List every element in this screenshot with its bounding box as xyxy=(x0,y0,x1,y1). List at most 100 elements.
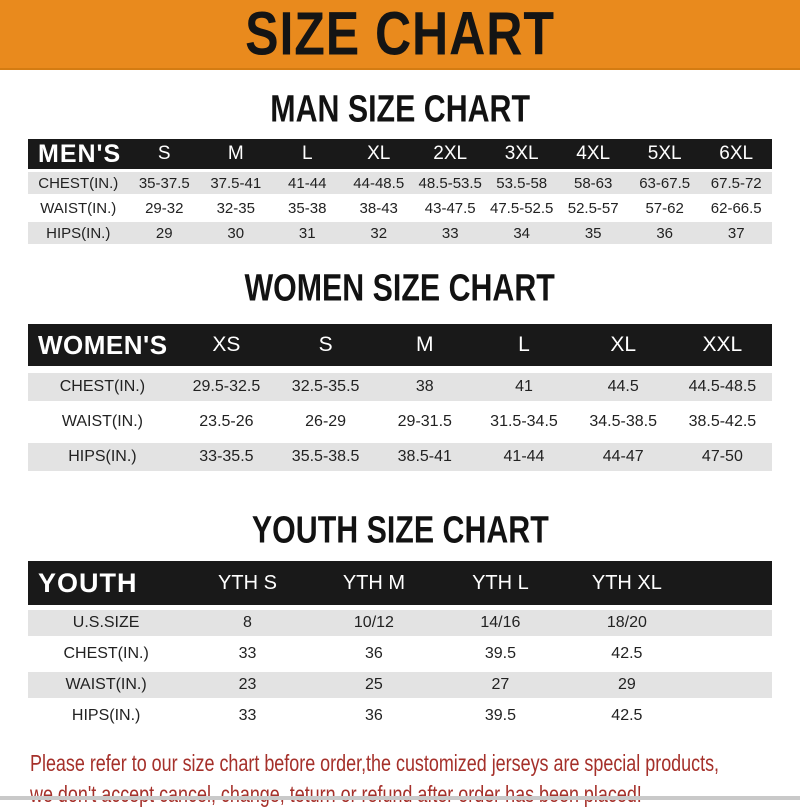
size-value-cell: 62-66.5 xyxy=(710,199,762,217)
size-header-cell: XL xyxy=(342,139,415,169)
size-value-cell: 31 xyxy=(271,222,343,244)
size-value-cell: 67.5-72 xyxy=(700,172,772,194)
group-label-cell: WOMEN'S xyxy=(28,324,177,366)
size-value-cell: 33-35.5 xyxy=(176,443,277,471)
size-value-cell: 48.5-53.5 xyxy=(414,172,486,194)
size-value-cell: 29 xyxy=(128,222,201,244)
spacer-cell xyxy=(690,703,772,729)
size-value-cell: 18/20 xyxy=(563,610,691,636)
size-value-cell: 44-47 xyxy=(573,443,673,471)
spacer-cell xyxy=(690,672,772,698)
measurement-row: U.S.SIZE 8 10/12 14/16 18/20 xyxy=(28,610,772,636)
spacer-cell xyxy=(690,610,772,636)
man-section-heading-text: MAN SIZE CHART xyxy=(270,87,530,130)
spacer-cell xyxy=(690,641,772,667)
women-section-heading-text: WOMEN SIZE CHART xyxy=(244,266,556,309)
size-value-cell: 47.5-52.5 xyxy=(490,199,554,217)
women-size-table: WOMEN'S XS S M L XL XXL CHEST(IN.) 29.5-32.5 32.… xyxy=(28,317,772,478)
size-value-cell: 41 xyxy=(474,373,574,401)
size-header-cell: 6XL xyxy=(700,139,772,169)
size-value-cell: 10/12 xyxy=(310,610,438,636)
measurement-label-cell: WAIST(IN.) xyxy=(28,672,185,698)
size-value-cell: 30 xyxy=(200,222,272,244)
size-value-cell: 57-62 xyxy=(645,199,684,217)
disclaimer-note: Please refer to our size chart before or… xyxy=(30,748,800,810)
size-value-cell: 29-32 xyxy=(145,199,184,217)
size-header-cell: YTH L xyxy=(437,561,564,605)
measurement-label-cell: HIPS(IN.) xyxy=(71,707,141,724)
women-header-row: WOMEN'S XS S M L XL XXL xyxy=(28,324,772,366)
measurement-row: HIPS(IN.) 33 36 39.5 42.5 xyxy=(28,703,772,729)
size-value-cell: 44.5 xyxy=(573,373,673,401)
size-value-cell: 35-38 xyxy=(288,199,327,217)
size-value-cell: 36 xyxy=(628,222,701,244)
size-value-cell: 41-44 xyxy=(474,443,574,471)
size-value-cell: 35-37.5 xyxy=(128,172,201,194)
measurement-row: WAIST(IN.) 23.5-26 26-29 29-31.5 31.5-34.5 34… xyxy=(28,408,772,436)
size-value-cell: 29.5-32.5 xyxy=(176,373,277,401)
measurement-row: WAIST(IN.) 29-32 32-35 35-38 38-43 43-47.5 47.… xyxy=(28,197,772,219)
size-value-cell: 38.5-42.5 xyxy=(688,413,757,430)
size-value-cell: 38 xyxy=(375,373,475,401)
group-label-cell: MEN'S xyxy=(28,139,129,169)
size-value-cell: 36 xyxy=(365,707,383,724)
size-header-cell: YTH M xyxy=(310,561,438,605)
men-size-table: MEN'S S M L XL 2XL 3XL 4XL 5XL 6XL CHEST(IN.) 35-3… xyxy=(28,136,772,247)
size-value-cell: 36 xyxy=(365,645,383,662)
size-value-cell: 32 xyxy=(342,222,415,244)
measurement-row: CHEST(IN.) 33 36 39.5 42.5 xyxy=(28,641,772,667)
size-value-cell: 33 xyxy=(238,645,257,662)
size-header-cell: 4XL xyxy=(557,139,629,169)
size-value-cell: 34 xyxy=(485,222,558,244)
size-header-cell: XS xyxy=(176,324,277,366)
size-value-cell: 29 xyxy=(563,672,691,698)
man-section-heading: MAN SIZE CHART xyxy=(0,87,800,130)
disclaimer-line-1: Please refer to our size chart before or… xyxy=(30,750,720,776)
measurement-label-cell: CHEST(IN.) xyxy=(28,373,177,401)
size-header-cell: XXL xyxy=(672,324,772,366)
size-value-cell: 23.5-26 xyxy=(199,413,254,430)
size-value-cell: 35.5-38.5 xyxy=(276,443,376,471)
size-header-cell: 5XL xyxy=(628,139,701,169)
group-label-cell: YOUTH xyxy=(28,561,185,605)
youth-header-row: YOUTH YTH S YTH M YTH L YTH XL xyxy=(28,561,772,605)
size-value-cell: 31.5-34.5 xyxy=(490,413,558,430)
measurement-label-cell: WAIST(IN.) xyxy=(40,199,117,217)
size-header-cell: YTH XL xyxy=(563,561,691,605)
size-value-cell: 39.5 xyxy=(484,707,516,724)
size-header-cell: XL xyxy=(573,324,673,366)
size-value-cell: 44-48.5 xyxy=(342,172,415,194)
size-value-cell: 14/16 xyxy=(437,610,564,636)
size-value-cell: 52.5-57 xyxy=(567,199,619,217)
size-value-cell: 44.5-48.5 xyxy=(672,373,772,401)
measurement-row: CHEST(IN.) 35-37.5 37.5-41 41-44 44-48.5 48.5… xyxy=(28,172,772,194)
measurement-label-cell: WAIST(IN.) xyxy=(61,413,143,430)
banner-title: SIZE CHART xyxy=(245,0,555,69)
size-value-cell: 37.5-41 xyxy=(200,172,272,194)
measurement-label-cell: CHEST(IN.) xyxy=(63,645,149,662)
size-chart-banner: SIZE CHART xyxy=(0,0,800,70)
size-value-cell: 42.5 xyxy=(611,645,643,662)
size-value-cell: 33 xyxy=(238,707,257,724)
measurement-row: WAIST(IN.) 23 25 27 29 xyxy=(28,672,772,698)
size-value-cell: 42.5 xyxy=(611,707,643,724)
size-value-cell: 63-67.5 xyxy=(628,172,701,194)
size-header-cell: L xyxy=(271,139,343,169)
measurement-label-cell: CHEST(IN.) xyxy=(28,172,129,194)
youth-section-heading-text: YOUTH SIZE CHART xyxy=(251,508,549,551)
size-value-cell: 8 xyxy=(184,610,311,636)
size-value-cell: 38-43 xyxy=(359,199,398,217)
size-value-cell: 33 xyxy=(414,222,486,244)
size-value-cell: 58-63 xyxy=(557,172,629,194)
size-header-cell: S xyxy=(276,324,376,366)
size-header-cell: M xyxy=(200,139,272,169)
size-header-cell: S xyxy=(128,139,201,169)
size-value-cell: 47-50 xyxy=(672,443,772,471)
size-value-cell: 37 xyxy=(700,222,772,244)
measurement-row: HIPS(IN.) 29 30 31 32 33 34 35 36 37 xyxy=(28,222,772,244)
size-value-cell: 53.5-58 xyxy=(485,172,558,194)
size-value-cell: 32.5-35.5 xyxy=(276,373,376,401)
size-value-cell: 29-31.5 xyxy=(397,413,452,430)
size-value-cell: 23 xyxy=(184,672,311,698)
measurement-row: CHEST(IN.) 29.5-32.5 32.5-35.5 38 41 44.5 44.5… xyxy=(28,373,772,401)
